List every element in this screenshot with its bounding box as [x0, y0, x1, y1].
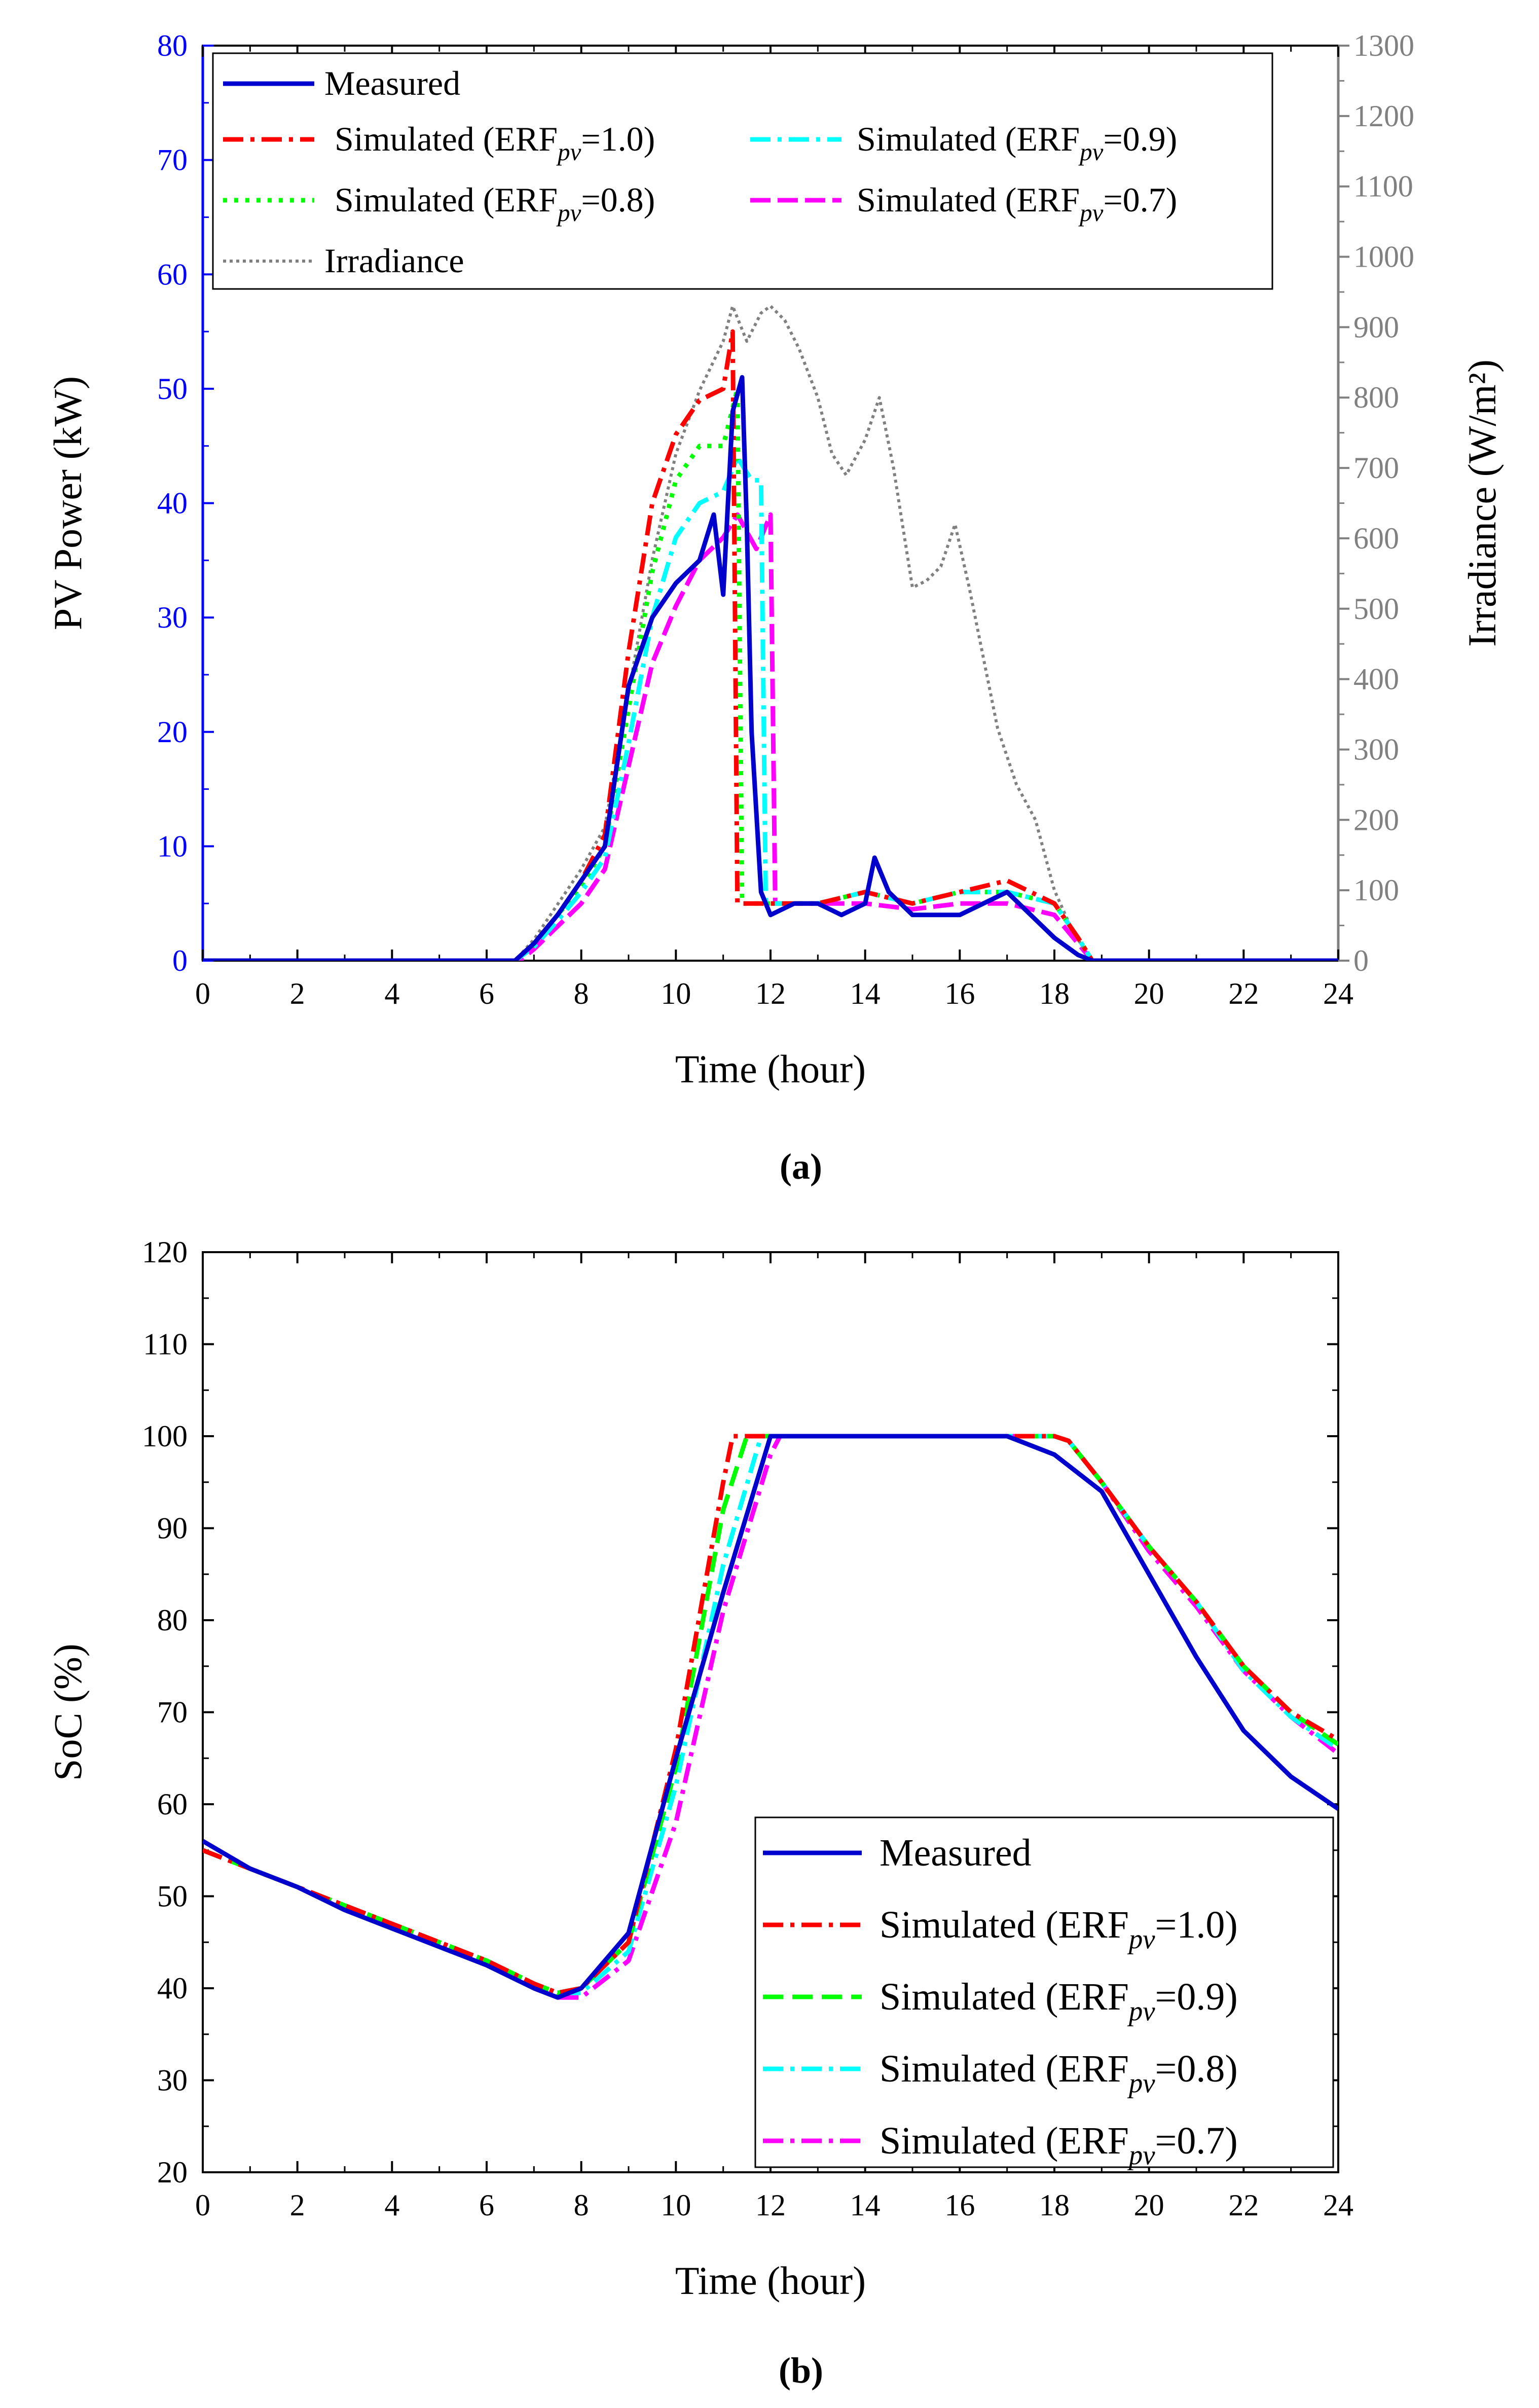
- plot-area: [203, 304, 1338, 961]
- legend: Measured Simulated (ERFpv=1.0) Simulated (…: [754, 1816, 1334, 2170]
- legend-label-erf_1_0: Simulated (ERFpv=1.0): [880, 1904, 1238, 1954]
- y-tick-label: 60: [157, 1787, 188, 1821]
- panel-caption: (a): [780, 1146, 822, 1187]
- y-tick-label: 110: [143, 1328, 188, 1361]
- y2-tick-label: 500: [1353, 592, 1399, 626]
- y-tick-label: 60: [157, 258, 188, 291]
- legend-label-measured: Measured: [324, 64, 460, 102]
- x-tick-label: 6: [479, 977, 494, 1010]
- x-tick-label: 20: [1134, 2188, 1164, 2222]
- series-line-erf_1_0: [203, 329, 1338, 961]
- x-tick-label: 4: [384, 977, 399, 1010]
- y-tick-label: 100: [142, 1419, 188, 1453]
- legend: Measured Simulated (ERFpv=1.0) Simulated (…: [212, 52, 1273, 290]
- x-axis-title: Time (hour): [675, 1047, 866, 1091]
- plot-area: [203, 1434, 1338, 2000]
- x-tick-label: 22: [1228, 977, 1259, 1010]
- legend-label-erf_0_9: Simulated (ERFpv=0.9): [857, 120, 1177, 166]
- y-tick-label: 80: [157, 1603, 188, 1637]
- y2-tick-label: 600: [1353, 522, 1399, 555]
- panel-caption: (b): [779, 2350, 823, 2391]
- y-tick-label: 50: [157, 1880, 188, 1913]
- x-tick-label: 20: [1134, 977, 1164, 1010]
- x-tick-label: 2: [290, 2188, 305, 2222]
- y2-tick-label: 1100: [1353, 170, 1413, 203]
- chart-panel-a: 0 2 4 6 8 10 12 14 16 18 20 22 240102030405060708001…: [46, 29, 1504, 1187]
- y-tick-label: 10: [157, 829, 188, 863]
- y2-tick-label: 1200: [1353, 99, 1414, 133]
- y2-tick-label: 400: [1353, 663, 1399, 696]
- y2-tick-label: 1000: [1353, 240, 1414, 274]
- chart-panel-b: 0 2 4 6 8 10 12 14 16 18 20 22 242030405060708090100…: [46, 1235, 1353, 2391]
- x-tick-label: 22: [1228, 2188, 1259, 2222]
- y-tick-label: 20: [157, 2156, 188, 2189]
- legend-label-erf_0_8: Simulated (ERFpv=0.8): [335, 180, 655, 227]
- y-tick-label: 30: [157, 601, 188, 634]
- x-tick-label: 14: [850, 2188, 881, 2222]
- y2-axis-title: Irradiance (W/m²): [1460, 359, 1504, 647]
- x-tick-label: 18: [1039, 977, 1070, 1010]
- legend-label-measured: Measured: [880, 1832, 1032, 1874]
- y-tick-label: 70: [157, 143, 188, 177]
- series-line-measured: [203, 1434, 1338, 2000]
- y-tick-label: 90: [157, 1512, 188, 1545]
- series-line-erf_0_7: [203, 512, 1338, 961]
- x-tick-label: 0: [195, 2188, 210, 2222]
- series-line-erf_1_0: [203, 1434, 1338, 1995]
- x-tick-label: 18: [1039, 2188, 1070, 2222]
- legend-label-erf_0_7: Simulated (ERFpv=0.7): [880, 2120, 1238, 2170]
- x-tick-label: 8: [574, 977, 589, 1010]
- y-tick-label: 40: [157, 1972, 188, 2005]
- x-tick-label: 10: [661, 2188, 691, 2222]
- x-tick-label: 6: [479, 2188, 494, 2222]
- x-tick-label: 24: [1323, 977, 1353, 1010]
- legend-box: [212, 52, 1273, 290]
- y2-tick-label: 900: [1353, 310, 1399, 344]
- x-tick-label: 2: [290, 977, 305, 1010]
- legend-label-erf_1_0: Simulated (ERFpv=1.0): [335, 120, 655, 166]
- x-tick-label: 12: [755, 977, 786, 1010]
- y-tick-label: 30: [157, 2064, 188, 2097]
- legend-label-irradiance: Irradiance: [324, 241, 464, 280]
- y-axis-title: SoC (%): [46, 1644, 90, 1781]
- legend-box: [754, 1816, 1334, 2168]
- y2-tick-label: 100: [1353, 873, 1399, 907]
- x-tick-label: 10: [661, 977, 691, 1010]
- x-tick-label: 24: [1323, 2188, 1353, 2222]
- y-axis-title: PV Power (kW): [46, 376, 90, 630]
- x-tick-label: 16: [944, 2188, 975, 2222]
- series-line-measured: [203, 375, 1338, 961]
- y-tick-label: 50: [157, 372, 188, 406]
- legend-label-erf_0_9: Simulated (ERFpv=0.9): [880, 1976, 1238, 2026]
- y-tick-label: 40: [157, 487, 188, 520]
- x-tick-label: 12: [755, 2188, 786, 2222]
- y2-tick-label: 200: [1353, 803, 1399, 836]
- legend-label-erf_0_7: Simulated (ERFpv=0.7): [857, 180, 1177, 227]
- x-axis-title: Time (hour): [675, 2258, 866, 2303]
- x-tick-label: 4: [384, 2188, 399, 2222]
- y2-tick-label: 700: [1353, 451, 1399, 485]
- y2-tick-label: 800: [1353, 381, 1399, 414]
- legend-label-erf_0_8: Simulated (ERFpv=0.8): [880, 2048, 1238, 2098]
- y-tick-label: 120: [142, 1235, 188, 1269]
- y2-tick-label: 300: [1353, 733, 1399, 766]
- x-tick-label: 8: [574, 2188, 589, 2222]
- y2-tick-label: 0: [1353, 944, 1369, 977]
- y2-tick-label: 1300: [1353, 29, 1414, 62]
- x-tick-label: 16: [944, 977, 975, 1010]
- y-tick-label: 70: [157, 1696, 188, 1729]
- x-tick-label: 14: [850, 977, 881, 1010]
- y-tick-label: 20: [157, 715, 188, 749]
- series-line-erf_0_8: [203, 386, 1338, 961]
- x-tick-label: 0: [195, 977, 210, 1010]
- y-tick-label: 80: [157, 29, 188, 62]
- y-tick-label: 0: [172, 944, 188, 977]
